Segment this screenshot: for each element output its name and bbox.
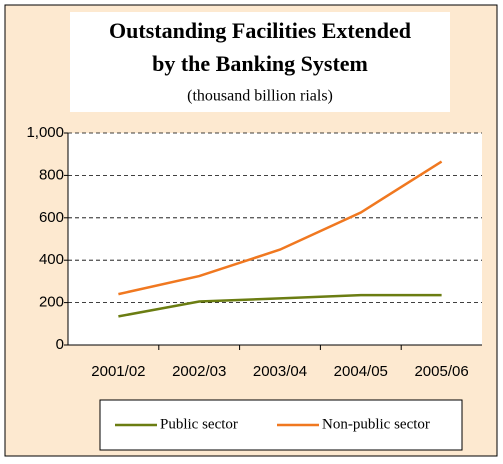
series-line — [118, 293, 442, 318]
title-box — [70, 12, 450, 112]
x-tick-label: 2003/04 — [253, 363, 307, 380]
y-tick-label: 200 — [39, 294, 64, 311]
y-tick-label: 400 — [39, 251, 64, 268]
legend-label: Public sector — [160, 416, 238, 432]
x-tick-label: 2004/05 — [334, 363, 388, 380]
chart-title: Outstanding Facilities Extended — [109, 18, 411, 43]
plot-area — [68, 133, 482, 345]
y-tick-label: 0 — [56, 336, 64, 353]
legend-label: Non-public sector — [322, 416, 430, 432]
chart-subtitle: (thousand billion rials) — [187, 88, 333, 105]
chart-title: by the Banking System — [152, 51, 368, 76]
x-tick-label: 2005/06 — [414, 363, 468, 380]
y-tick-label: 800 — [39, 166, 64, 183]
y-tick-label: 600 — [39, 209, 64, 226]
x-tick-label: 2002/03 — [172, 363, 226, 380]
x-tick-label: 2001/02 — [91, 363, 145, 380]
series-line — [118, 160, 443, 296]
y-tick-label: 1,000 — [26, 124, 64, 141]
